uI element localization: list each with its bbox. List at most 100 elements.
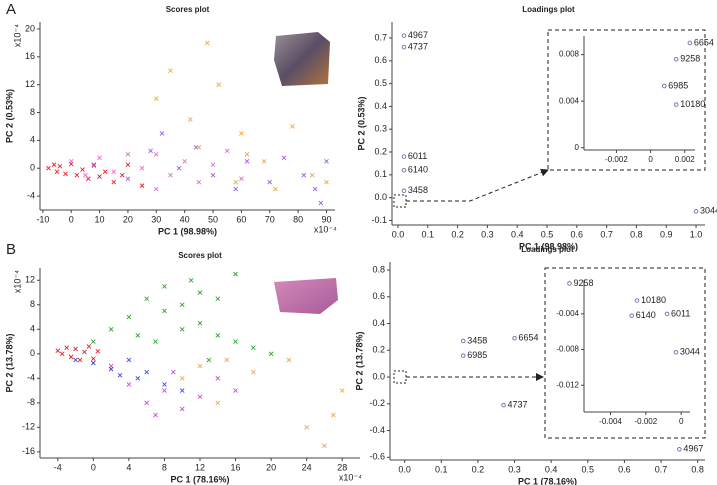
panel-label: A <box>6 1 16 18</box>
score-point <box>239 131 244 136</box>
score-point <box>215 296 221 301</box>
score-point <box>97 174 102 179</box>
y-tick-label: -4 <box>27 373 35 383</box>
loading-point <box>664 311 670 317</box>
x-tick-label: 0.9 <box>660 229 673 239</box>
tissue-image <box>274 32 330 86</box>
score-point <box>273 186 278 192</box>
y-axis-label: PC 2 (0.53%) <box>4 89 14 143</box>
loading-point <box>677 446 682 452</box>
score-point <box>135 333 141 338</box>
score-point <box>77 357 83 363</box>
y-tick-label: 0.0 <box>372 371 385 381</box>
score-point <box>64 345 69 350</box>
y-tick-label: 0.5 <box>374 78 387 88</box>
loading-point <box>634 298 640 303</box>
x-axis-label: PC 1 (98.98%) <box>158 226 217 236</box>
y-tick-label: 0.2 <box>372 345 385 355</box>
point-label: 6654 <box>694 37 714 47</box>
score-point <box>51 162 57 168</box>
score-point <box>268 351 274 357</box>
x-tick-label: 0.002 <box>675 155 696 164</box>
score-point <box>197 290 203 295</box>
loading-point <box>629 313 635 318</box>
point-label: 6985 <box>668 80 688 90</box>
y-tick-label: 0.6 <box>372 291 385 301</box>
score-point <box>91 163 97 168</box>
loading-point <box>401 154 407 159</box>
score-point <box>162 382 167 387</box>
score-point <box>54 169 60 175</box>
loading-point <box>693 209 699 214</box>
y-axis-label: PC 2 (13.78%) <box>354 331 364 390</box>
score-point <box>162 308 167 314</box>
score-point <box>301 172 307 178</box>
score-point <box>215 376 221 381</box>
loading-point <box>661 83 667 89</box>
score-point <box>233 339 238 344</box>
score-point <box>179 326 185 332</box>
score-point <box>168 68 173 74</box>
inset-frame <box>547 29 706 171</box>
loading-point <box>673 56 679 62</box>
score-point <box>197 394 203 400</box>
x-tick-label: 50 <box>208 214 218 224</box>
x-tick-label: 0 <box>91 462 96 472</box>
score-point <box>179 302 185 308</box>
loading-point <box>460 353 466 358</box>
y-tick-label: 0 <box>30 348 35 358</box>
score-point <box>205 40 210 46</box>
score-point <box>91 162 97 168</box>
score-point <box>91 360 96 366</box>
y-tick-label: 8 <box>30 299 35 309</box>
x-tick-label: 0.0 <box>392 229 405 239</box>
score-point <box>318 200 324 206</box>
score-point <box>63 171 68 177</box>
score-point <box>179 388 185 393</box>
x-tick-label: 16 <box>231 462 241 472</box>
score-point <box>286 357 292 363</box>
score-point <box>251 369 256 375</box>
point-label: 3458 <box>467 335 487 345</box>
panel-label: B <box>6 241 16 258</box>
score-point <box>176 165 182 171</box>
x-tick-label: 0.1 <box>422 229 435 239</box>
score-point <box>102 169 108 175</box>
x-tick-label: 0.0 <box>398 464 411 474</box>
x-tick-label: 0.5 <box>582 464 595 474</box>
y-tick-label: -4 <box>27 190 35 200</box>
chart-title: Scores plot <box>166 5 210 14</box>
loading-point <box>673 102 679 107</box>
y-tick-label: 20 <box>25 23 35 33</box>
score-point <box>153 151 159 157</box>
point-label: 10180 <box>641 295 666 305</box>
zoom-box <box>393 194 407 208</box>
point-label: 3044 <box>700 206 717 216</box>
x-tick-label: 20 <box>123 214 133 224</box>
loading-point <box>687 40 693 46</box>
y-tick-label: -12 <box>22 422 35 432</box>
loading-point <box>401 167 407 173</box>
x-tick-label: -0.002 <box>634 417 657 426</box>
score-point <box>215 333 221 338</box>
y-tick-label: 12 <box>25 79 35 89</box>
score-point <box>309 172 315 178</box>
x-tick-label: 8 <box>162 462 167 472</box>
x-tick-label: 20 <box>266 462 276 472</box>
x-unit-label: x10⁻⁴ <box>339 472 362 482</box>
score-point <box>68 158 74 164</box>
x-tick-label: 0.8 <box>691 464 704 474</box>
y-tick-label: -0.004 <box>556 309 579 318</box>
y-tick-label: -0.1 <box>371 215 387 225</box>
y-tick-label: 0.3 <box>374 124 387 134</box>
score-point <box>324 158 329 164</box>
score-point <box>86 344 92 349</box>
score-point <box>91 339 96 344</box>
y-tick-label: 0.8 <box>372 264 385 274</box>
point-label: 6011 <box>408 151 427 161</box>
x-tick-label: 0.3 <box>508 464 521 474</box>
y-tick-label: 0.7 <box>374 32 387 42</box>
score-point <box>290 124 295 129</box>
x-tick-label: 0.6 <box>571 229 584 239</box>
x-tick-label: 10 <box>95 214 105 224</box>
